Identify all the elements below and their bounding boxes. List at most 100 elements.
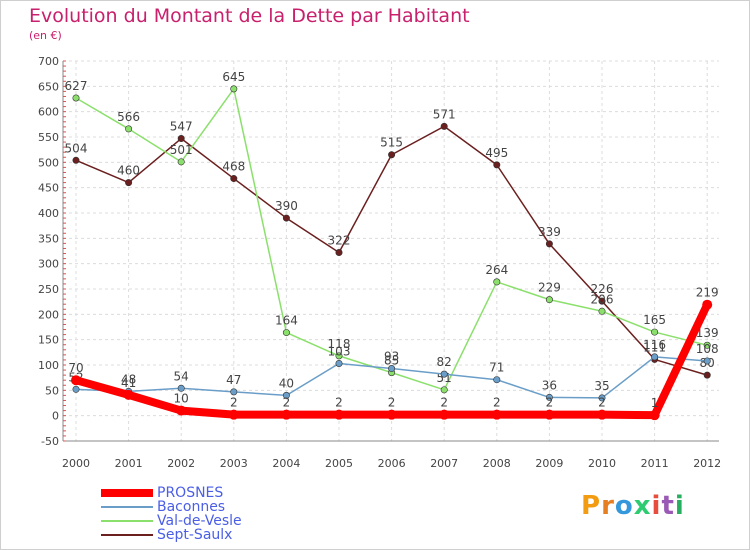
- y-tick-label: 450: [38, 182, 59, 195]
- data-point-baconnes: [72, 385, 80, 393]
- data-point-sept-saulx: [335, 249, 343, 257]
- logo-letter: o: [614, 491, 634, 521]
- data-point-val-de-vesle: [440, 386, 448, 394]
- data-label-baconnes: 108: [696, 342, 719, 356]
- data-label-prosnes: 2: [546, 396, 554, 410]
- data-label-sept-saulx: 460: [117, 164, 140, 178]
- legend-item-val-de-vesle: Val-de-Vesle: [101, 514, 242, 528]
- data-label-val-de-vesle: 627: [65, 79, 88, 93]
- data-label-prosnes: 1: [651, 396, 659, 410]
- data-label-sept-saulx: 111: [643, 340, 666, 354]
- data-point-sept-saulx: [440, 122, 448, 130]
- data-label-baconnes: 47: [226, 373, 241, 387]
- data-label-val-de-vesle: 264: [485, 263, 508, 277]
- data-point-baconnes: [230, 388, 238, 396]
- legend-swatch-prosnes: [101, 489, 153, 497]
- y-tick-label: 100: [38, 359, 59, 372]
- data-point-val-de-vesle: [230, 85, 238, 93]
- data-label-sept-saulx: 495: [485, 146, 508, 160]
- data-label-val-de-vesle: 645: [222, 70, 245, 84]
- x-tick-label: 2005: [325, 457, 353, 470]
- legend-label-prosnes: PROSNES: [157, 485, 224, 501]
- logo-letter: t: [661, 491, 675, 521]
- legend-item-sept-saulx: Sept-Saulx: [101, 528, 242, 542]
- legend-swatch-sept-saulx: [101, 534, 153, 536]
- data-point-baconnes: [651, 353, 659, 361]
- logo-letter: i: [674, 491, 685, 521]
- data-point-baconnes: [388, 365, 396, 373]
- data-label-val-de-vesle: 566: [117, 110, 140, 124]
- data-point-prosnes: [334, 409, 344, 420]
- y-tick-label: 350: [38, 232, 59, 245]
- x-tick-label: 2002: [167, 457, 195, 470]
- data-label-sept-saulx: 547: [170, 120, 193, 134]
- data-point-baconnes: [440, 370, 448, 378]
- data-label-prosnes: 2: [493, 396, 501, 410]
- data-label-prosnes: 2: [335, 396, 343, 410]
- data-label-baconnes: 54: [174, 369, 189, 383]
- y-tick-label: 250: [38, 283, 59, 296]
- data-point-prosnes: [386, 409, 397, 420]
- chart-subtitle: (en €): [29, 29, 62, 42]
- data-label-baconnes: 36: [542, 378, 557, 392]
- data-label-baconnes: 71: [489, 361, 504, 375]
- data-point-val-de-vesle: [282, 329, 290, 337]
- legend-swatch-val-de-vesle: [101, 520, 153, 522]
- data-point-baconnes: [545, 393, 553, 401]
- data-point-baconnes: [177, 384, 185, 392]
- data-point-prosnes: [491, 409, 502, 420]
- data-point-prosnes: [439, 409, 450, 420]
- x-tick-label: 2003: [220, 457, 248, 470]
- data-point-sept-saulx: [598, 297, 606, 305]
- x-tick-label: 2001: [115, 457, 143, 470]
- data-point-sept-saulx: [388, 151, 396, 159]
- data-point-sept-saulx: [72, 156, 80, 164]
- data-label-prosnes: 41: [121, 376, 136, 390]
- data-label-baconnes: 40: [279, 376, 294, 390]
- y-tick-label: 150: [38, 334, 59, 347]
- data-point-val-de-vesle: [72, 94, 80, 102]
- data-label-val-de-vesle: 206: [591, 292, 614, 306]
- data-label-sept-saulx: 504: [65, 141, 88, 155]
- y-tick-label: 0: [52, 410, 59, 423]
- y-tick-label: 50: [45, 384, 59, 397]
- data-label-sept-saulx: 322: [328, 234, 351, 248]
- data-point-val-de-vesle: [177, 158, 185, 166]
- data-label-baconnes: 48: [121, 372, 136, 386]
- data-point-prosnes: [228, 409, 239, 420]
- data-label-val-de-vesle: 118: [328, 337, 351, 351]
- data-label-sept-saulx: 468: [222, 160, 245, 174]
- data-label-sept-saulx: 390: [275, 199, 298, 213]
- x-tick-label: 2008: [483, 457, 511, 470]
- data-point-prosnes: [649, 410, 660, 421]
- data-point-val-de-vesle: [493, 278, 501, 286]
- data-label-sept-saulx: 571: [433, 107, 456, 121]
- data-label-prosnes: 2: [440, 396, 448, 410]
- data-label-baconnes: 116: [643, 338, 666, 352]
- data-label-prosnes: 70: [68, 361, 83, 375]
- data-label-prosnes: 2: [388, 396, 396, 410]
- data-label-baconnes: 93: [384, 350, 399, 364]
- data-point-prosnes: [123, 389, 134, 400]
- data-point-prosnes: [597, 409, 607, 420]
- x-tick-label: 2004: [272, 457, 300, 470]
- data-point-val-de-vesle: [335, 352, 343, 360]
- data-point-sept-saulx: [493, 161, 501, 169]
- data-label-baconnes: 82: [437, 355, 452, 369]
- data-point-prosnes: [702, 299, 713, 310]
- x-tick-label: 2011: [641, 457, 669, 470]
- y-tick-label: 400: [38, 207, 59, 220]
- data-point-sept-saulx: [545, 240, 553, 248]
- data-point-baconnes: [335, 359, 343, 367]
- x-tick-label: 2010: [588, 457, 616, 470]
- data-point-baconnes: [493, 376, 501, 384]
- data-label-val-de-vesle: 229: [538, 281, 561, 295]
- y-tick-label: 550: [38, 131, 59, 144]
- chart-title: Evolution du Montant de la Dette par Hab…: [29, 5, 470, 27]
- legend-label-sept-saulx: Sept-Saulx: [157, 527, 233, 543]
- y-tick-label: 700: [38, 55, 59, 68]
- data-label-val-de-vesle: 139: [696, 326, 719, 340]
- data-label-sept-saulx: 339: [538, 225, 561, 239]
